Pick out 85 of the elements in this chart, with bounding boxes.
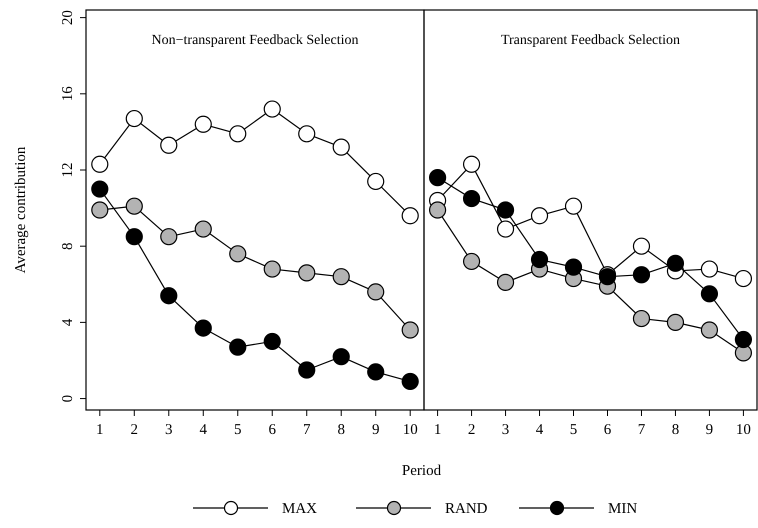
point — [160, 287, 178, 304]
point — [194, 116, 212, 133]
y-tick-label: 12 — [60, 162, 76, 178]
y-tick-label: 0 — [60, 394, 76, 402]
point — [126, 110, 143, 128]
point — [298, 264, 316, 282]
point — [462, 252, 480, 270]
point — [160, 228, 178, 246]
y-axis-title: Average contribution — [13, 146, 29, 274]
point — [160, 136, 178, 154]
point — [428, 169, 446, 186]
x-tick-label: 6 — [268, 422, 276, 438]
x-tick-label: 8 — [337, 422, 345, 438]
point — [367, 283, 384, 301]
x-tick-label: 9 — [706, 422, 714, 438]
x-tick-label: 5 — [570, 422, 578, 438]
point — [264, 100, 281, 118]
point — [194, 319, 212, 337]
point — [402, 321, 419, 339]
point — [402, 372, 419, 390]
point — [264, 260, 281, 278]
point — [126, 228, 143, 246]
legend-label: MIN — [608, 501, 638, 517]
x-tick-label: 3 — [502, 422, 510, 438]
text: Non−transparent Feedback Selection — [152, 33, 358, 48]
x-tick-label: 10 — [402, 422, 418, 438]
point — [564, 198, 582, 215]
x-tick-label: 1 — [96, 422, 104, 438]
y-tick-label: 8 — [60, 242, 76, 250]
x-tick-label: 10 — [736, 422, 751, 438]
point — [632, 238, 650, 255]
x-tick-label: 4 — [200, 422, 208, 438]
point — [332, 268, 350, 286]
legend-label: RAND — [445, 501, 488, 517]
point — [367, 363, 384, 381]
x-tick-label: 8 — [672, 422, 680, 438]
x-tick-label: 9 — [372, 422, 380, 438]
point — [462, 156, 480, 173]
point — [496, 220, 514, 238]
point — [734, 270, 752, 288]
x-tick-label: 4 — [536, 422, 544, 438]
point — [700, 285, 718, 302]
point — [91, 180, 108, 198]
x-axis-title: Period — [402, 463, 442, 479]
point — [700, 321, 718, 339]
point — [126, 198, 143, 215]
x-tick-label: 6 — [604, 422, 612, 438]
y-tick-label: 16 — [60, 86, 76, 102]
point — [530, 207, 548, 224]
point — [564, 258, 582, 276]
x-tick-label: 3 — [165, 422, 173, 438]
x-tick-label: 2 — [130, 422, 138, 438]
point — [367, 172, 384, 190]
point — [462, 190, 480, 208]
point — [298, 125, 316, 142]
point — [666, 254, 684, 272]
x-tick-label: 5 — [234, 422, 242, 438]
point — [91, 201, 108, 219]
point — [496, 274, 514, 291]
x-tick-label: 2 — [468, 422, 476, 438]
point — [91, 156, 108, 173]
point — [194, 220, 212, 238]
point — [402, 207, 419, 224]
point — [428, 201, 446, 219]
point — [332, 138, 350, 156]
point — [530, 250, 548, 268]
x-tick-label: 7 — [302, 422, 311, 438]
legend-label: MAX — [282, 501, 318, 517]
text: Transparent Feedback Selection — [500, 33, 680, 48]
point — [632, 266, 650, 284]
point — [632, 310, 650, 328]
point — [332, 348, 350, 366]
point — [666, 314, 684, 331]
point — [734, 330, 752, 348]
point — [496, 201, 514, 219]
y-tick-label: 20 — [60, 10, 76, 26]
point — [264, 332, 281, 350]
x-tick-label: 7 — [638, 422, 646, 438]
point — [298, 361, 316, 379]
point — [229, 338, 246, 356]
y-tick-label: 4 — [60, 318, 76, 326]
x-tick-label: 1 — [434, 422, 442, 438]
point — [229, 125, 246, 142]
point — [700, 260, 718, 278]
point — [229, 245, 246, 262]
